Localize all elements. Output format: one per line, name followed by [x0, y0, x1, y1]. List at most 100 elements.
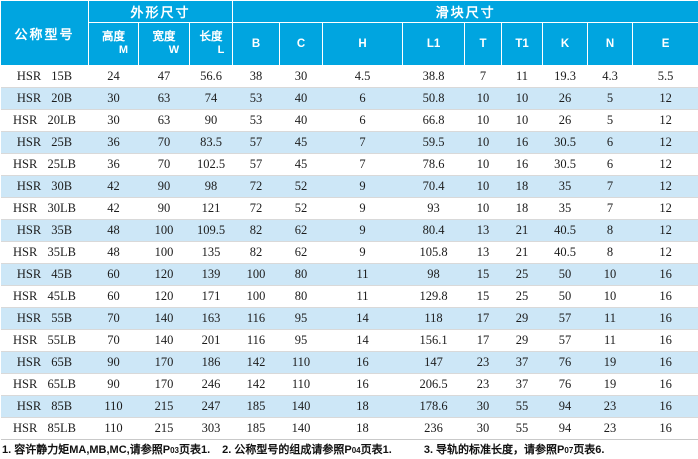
value-cell: 35: [542, 197, 588, 220]
value-cell: 186: [189, 351, 233, 374]
value-cell: 4.3: [587, 65, 633, 88]
value-cell: 78.6: [402, 153, 465, 176]
value-cell: 42: [88, 197, 139, 220]
value-cell: 10: [464, 87, 502, 110]
table-row: HSR 25LB 36 70 102.5 57 45 7 78.6 10 16 30.5 6 12: [0, 153, 698, 176]
value-cell: 10: [501, 109, 543, 132]
value-cell: 60: [88, 263, 139, 286]
value-cell: 9: [322, 241, 403, 264]
table-row: HSR 20LB 30 63 90 53 40 6 66.8 10 10 26 5 12: [0, 109, 698, 132]
value-cell: 6: [587, 153, 633, 176]
value-cell: 215: [138, 417, 190, 440]
table-row: HSR 65B 90 170 186 142 110 16 147 23 37 76 19 16: [0, 351, 698, 374]
value-cell: 201: [189, 329, 233, 352]
value-cell: 80: [279, 285, 323, 308]
model-cell: HSR 45LB: [0, 285, 89, 308]
value-cell: 94: [542, 417, 588, 440]
value-cell: 9: [322, 197, 403, 220]
value-cell: 170: [138, 373, 190, 396]
value-cell: 48: [88, 219, 139, 242]
value-cell: 12: [632, 153, 698, 176]
column-header-B: B: [232, 22, 281, 66]
value-cell: 100: [232, 263, 280, 286]
value-cell: 29: [501, 329, 543, 352]
value-cell: 171: [189, 285, 233, 308]
value-cell: 185: [232, 395, 280, 418]
value-cell: 52: [279, 197, 323, 220]
value-cell: 10: [464, 131, 502, 154]
value-cell: 38.8: [402, 65, 465, 88]
value-cell: 37: [501, 373, 543, 396]
value-cell: 9: [322, 219, 403, 242]
value-cell: 7: [322, 131, 403, 154]
table-row: HSR 55LB 70 140 201 116 95 14 156.1 17 29 57 11 16: [0, 329, 698, 352]
value-cell: 110: [279, 373, 323, 396]
footnote-2: 2. 公称型号的组成请参照P04页表1.: [222, 444, 392, 456]
header-cn-label: 高度: [102, 30, 125, 43]
column-header-length-l: 长度 L: [188, 22, 234, 66]
value-cell: 98: [402, 263, 465, 286]
group-header-outline-dimensions: 外形尺寸: [87, 0, 234, 23]
model-cell: HSR 65LB: [0, 373, 89, 396]
value-cell: 29: [501, 307, 543, 330]
value-cell: 19: [587, 351, 633, 374]
column-header-model: 公称型号: [0, 0, 89, 66]
group-header-slider-dimensions: 滑块尺寸: [232, 0, 698, 23]
value-cell: 62: [279, 219, 323, 242]
value-cell: 23: [464, 373, 502, 396]
column-header-C: C: [279, 22, 324, 66]
value-cell: 116: [232, 307, 280, 330]
value-cell: 16: [632, 351, 698, 374]
value-cell: 5.5: [632, 65, 698, 88]
page-ref: 04: [351, 446, 361, 455]
value-cell: 47: [138, 65, 190, 88]
table-row: HSR 35B 48 100 109.5 82 62 9 80.4 13 21 40.5 8 12: [0, 219, 698, 242]
value-cell: 135: [189, 241, 233, 264]
value-cell: 70: [138, 131, 190, 154]
column-header-L1: L1: [402, 22, 466, 66]
model-cell: HSR 85B: [0, 395, 89, 418]
table-row: HSR 45B 60 120 139 100 80 11 98 15 25 50 10 16: [0, 263, 698, 286]
table-row: HSR 85LB 110 215 303 185 140 18 236 30 55 94 23 16: [0, 417, 698, 440]
value-cell: 36: [88, 153, 139, 176]
value-cell: 110: [88, 395, 139, 418]
value-cell: 12: [632, 197, 698, 220]
value-cell: 12: [632, 131, 698, 154]
value-cell: 30: [464, 395, 502, 418]
value-cell: 6: [587, 131, 633, 154]
value-cell: 9: [322, 175, 403, 198]
value-cell: 40.5: [542, 241, 588, 264]
table-row: HSR 20B 30 63 74 53 40 6 50.8 10 10 26 5 12: [0, 87, 698, 110]
value-cell: 30: [464, 417, 502, 440]
column-header-width-w: 宽度 W: [138, 22, 190, 66]
value-cell: 13: [464, 219, 502, 242]
value-cell: 18: [501, 197, 543, 220]
value-cell: 45: [279, 131, 323, 154]
value-cell: 52: [279, 175, 323, 198]
value-cell: 10: [464, 175, 502, 198]
value-cell: 12: [632, 175, 698, 198]
value-cell: 50.8: [402, 87, 465, 110]
value-cell: 118: [402, 307, 465, 330]
column-header-K: K: [542, 22, 589, 66]
value-cell: 62: [279, 241, 323, 264]
value-cell: 66.8: [402, 109, 465, 132]
value-cell: 26: [542, 87, 588, 110]
value-cell: 16: [632, 285, 698, 308]
value-cell: 140: [279, 395, 323, 418]
value-cell: 10: [464, 197, 502, 220]
value-cell: 23: [464, 351, 502, 374]
value-cell: 16: [632, 417, 698, 440]
model-cell: HSR 15B: [0, 65, 89, 88]
value-cell: 8: [587, 219, 633, 242]
value-cell: 140: [279, 417, 323, 440]
value-cell: 72: [232, 197, 280, 220]
value-cell: 10: [501, 87, 543, 110]
value-cell: 16: [322, 351, 403, 374]
value-cell: 40: [279, 109, 323, 132]
value-cell: 19.3: [542, 65, 588, 88]
column-header-H: H: [322, 22, 404, 66]
table-row: HSR 30LB 42 90 121 72 52 9 93 10 18 35 7 12: [0, 197, 698, 220]
value-cell: 16: [501, 153, 543, 176]
value-cell: 170: [138, 351, 190, 374]
